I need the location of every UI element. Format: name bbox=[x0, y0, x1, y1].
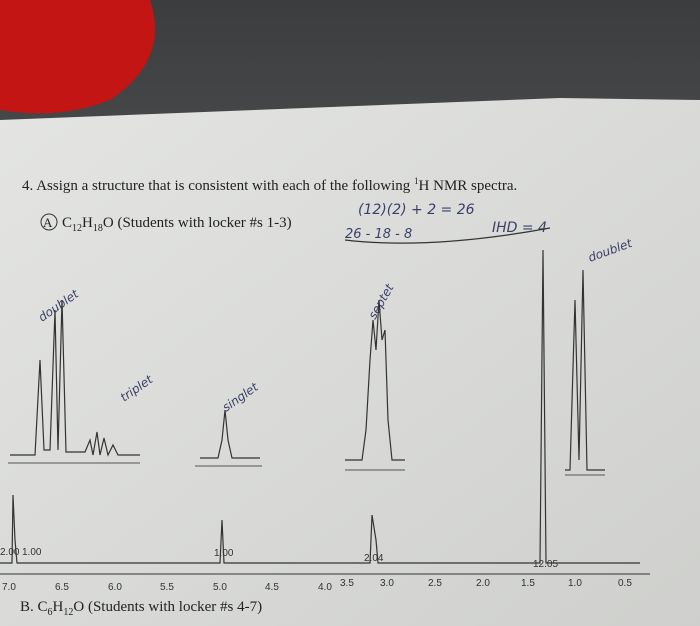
question: 4. Assign a structure that is consistent… bbox=[22, 176, 517, 194]
spectrum-insets bbox=[8, 269, 605, 476]
axis-label: 1.0 bbox=[568, 578, 582, 589]
integration: 1.00 bbox=[22, 547, 42, 558]
part-a-letter: A bbox=[43, 215, 53, 230]
ihd: IHD = 4 bbox=[492, 220, 547, 236]
axis-label: 2.0 bbox=[476, 578, 490, 589]
axis-label: 7.0 bbox=[2, 582, 16, 593]
integration: 12.05 bbox=[533, 559, 558, 570]
spectrum-trace bbox=[0, 249, 640, 564]
axis-label: 3.0 bbox=[380, 578, 394, 589]
axis-labels: 7.0 6.5 6.0 5.5 5.0 4.5 4.0 3.5 3.0 2.5 2.0 1.5 1.0 0… bbox=[2, 578, 632, 593]
underline bbox=[344, 227, 551, 244]
axis-label: 4.0 bbox=[318, 582, 332, 593]
axis-label: 6.5 bbox=[55, 582, 69, 593]
axis-label: 3.5 bbox=[340, 578, 354, 589]
axis-label: 4.5 bbox=[265, 582, 279, 593]
part-a: C12H18O (Students with locker #s 1-3) bbox=[62, 215, 292, 234]
integration: 1.00 bbox=[214, 548, 234, 559]
axis-label: 0.5 bbox=[618, 578, 632, 589]
part-b: B. C6H12O (Students with locker #s 4-7) bbox=[20, 599, 262, 618]
calc: (12)(2) + 2 = 26 bbox=[358, 202, 475, 218]
integration: 2.00 bbox=[0, 547, 20, 558]
axis-label: 5.5 bbox=[160, 582, 174, 593]
axis-label: 5.0 bbox=[213, 582, 227, 593]
axis-label: 6.0 bbox=[108, 582, 122, 593]
red-object bbox=[0, 0, 155, 114]
axis-label: 1.5 bbox=[521, 578, 535, 589]
calc: 26 - 18 - 8 bbox=[345, 227, 412, 242]
paper bbox=[0, 98, 700, 626]
integration: 2.04 bbox=[364, 553, 384, 564]
integrations: 2.00 1.00 1.00 2.04 12.05 bbox=[0, 547, 558, 570]
circle-mark bbox=[40, 213, 58, 231]
axis-label: 2.5 bbox=[428, 578, 442, 589]
